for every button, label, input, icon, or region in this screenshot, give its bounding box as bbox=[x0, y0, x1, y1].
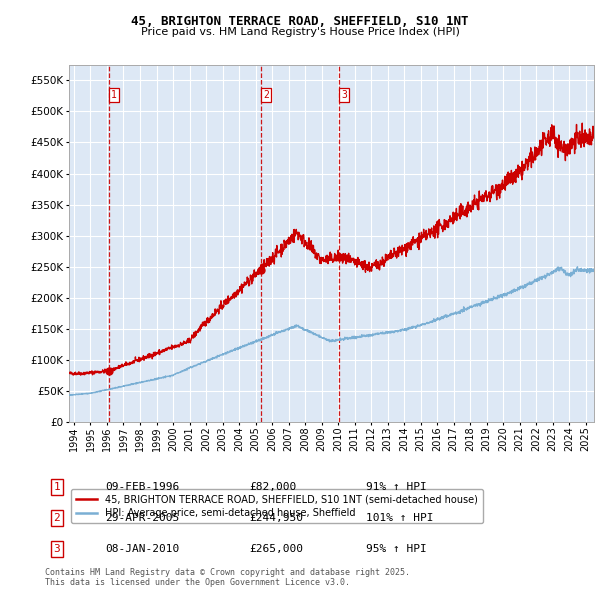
Text: 3: 3 bbox=[341, 90, 347, 100]
Text: 08-JAN-2010: 08-JAN-2010 bbox=[105, 545, 179, 554]
Text: 1: 1 bbox=[111, 90, 117, 100]
Text: £244,950: £244,950 bbox=[249, 513, 303, 523]
Text: 1: 1 bbox=[53, 482, 61, 491]
Legend: 45, BRIGHTON TERRACE ROAD, SHEFFIELD, S10 1NT (semi-detached house), HPI: Averag: 45, BRIGHTON TERRACE ROAD, SHEFFIELD, S1… bbox=[71, 489, 483, 523]
Text: 29-APR-2005: 29-APR-2005 bbox=[105, 513, 179, 523]
Text: Contains HM Land Registry data © Crown copyright and database right 2025.
This d: Contains HM Land Registry data © Crown c… bbox=[45, 568, 410, 587]
Text: 3: 3 bbox=[53, 545, 61, 554]
Text: Price paid vs. HM Land Registry's House Price Index (HPI): Price paid vs. HM Land Registry's House … bbox=[140, 27, 460, 37]
Text: 101% ↑ HPI: 101% ↑ HPI bbox=[366, 513, 433, 523]
Text: 45, BRIGHTON TERRACE ROAD, SHEFFIELD, S10 1NT: 45, BRIGHTON TERRACE ROAD, SHEFFIELD, S1… bbox=[131, 15, 469, 28]
Text: 2: 2 bbox=[53, 513, 61, 523]
Text: 2: 2 bbox=[263, 90, 269, 100]
Text: £265,000: £265,000 bbox=[249, 545, 303, 554]
Text: 95% ↑ HPI: 95% ↑ HPI bbox=[366, 545, 427, 554]
Text: £82,000: £82,000 bbox=[249, 482, 296, 491]
Text: 09-FEB-1996: 09-FEB-1996 bbox=[105, 482, 179, 491]
Text: 91% ↑ HPI: 91% ↑ HPI bbox=[366, 482, 427, 491]
